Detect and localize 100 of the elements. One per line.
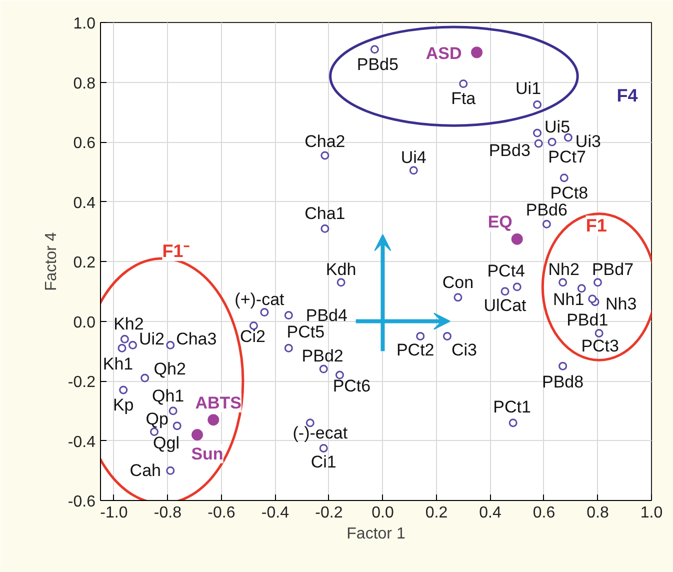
annotation: Nh2 <box>548 260 580 279</box>
annotation: ASD <box>426 44 462 63</box>
annotation: Ci2 <box>240 327 266 346</box>
point <box>593 278 602 287</box>
point <box>284 344 293 352</box>
y-axis-title: Factor 4 <box>42 232 60 291</box>
point <box>442 332 452 340</box>
annotation: PCt2 <box>396 340 434 360</box>
y-tick-label: 0.6 <box>73 135 96 152</box>
annotation: PCt3 <box>581 336 619 356</box>
y-tick-label: 1.0 <box>73 16 96 32</box>
annotation: Ci1 <box>310 452 336 472</box>
point <box>594 328 604 338</box>
point <box>336 278 346 287</box>
annotation: PCt8 <box>550 183 588 202</box>
annotation: Qp <box>146 409 168 428</box>
annotation: Qh1 <box>152 386 184 406</box>
annotation: PBd2 <box>302 346 344 366</box>
annotation: Qh2 <box>154 360 186 379</box>
point <box>284 311 293 320</box>
point <box>558 362 568 370</box>
annotation: PCt1 <box>493 397 531 416</box>
annotation: F1 <box>586 216 607 236</box>
annotation: Ci3 <box>451 340 477 360</box>
x-tick-label: 0.6 <box>532 504 556 522</box>
annotation: PCt5 <box>286 322 325 342</box>
point <box>120 334 129 344</box>
x-tick-label: -0.6 <box>208 504 236 522</box>
y-tick-label: 0.8 <box>73 75 96 92</box>
point <box>172 422 182 430</box>
x-tick-label: 0.2 <box>425 504 448 522</box>
annotation: Nh1 <box>553 290 584 309</box>
point <box>166 466 175 475</box>
annotation: Kdh <box>326 260 356 279</box>
point <box>168 406 178 416</box>
annotation: Fta <box>451 89 476 108</box>
point <box>320 224 330 233</box>
point <box>459 80 468 88</box>
y-tick-label: -0.4 <box>68 434 96 451</box>
x-tick-label: -0.2 <box>315 504 343 522</box>
point <box>118 344 126 352</box>
point <box>208 414 220 426</box>
point <box>512 282 522 292</box>
annotation: PBd6 <box>526 200 568 220</box>
point <box>192 429 204 441</box>
annotation: PBd8 <box>542 372 584 392</box>
annotation: Ui5 <box>544 118 570 137</box>
annotation: Cha3 <box>176 330 217 349</box>
point <box>534 139 543 148</box>
annotation: Cha2 <box>304 132 346 151</box>
point <box>319 364 328 374</box>
point <box>260 308 269 317</box>
point <box>335 370 344 380</box>
annotation: UlCat <box>484 296 527 315</box>
point <box>588 294 597 304</box>
x-axis-title: Factor 1 <box>346 526 406 542</box>
annotation: F1⁻ <box>162 241 190 262</box>
x-tick-label: 1.0 <box>640 504 663 522</box>
annotation: ABTS <box>195 393 242 412</box>
point <box>564 133 572 142</box>
annotation: Con <box>442 272 474 292</box>
y-tick-label: 0.0 <box>73 314 96 332</box>
point <box>119 386 128 394</box>
annotation: PCt6 <box>332 376 371 396</box>
point <box>508 418 518 428</box>
y-tick-label: 0.4 <box>73 194 96 212</box>
point <box>577 284 586 293</box>
annotation: EQ <box>488 212 512 232</box>
point <box>471 46 483 58</box>
annotation: (-)-ecat <box>292 423 348 442</box>
x-tick-label: 0.4 <box>479 504 502 522</box>
annotation: (+)-cat <box>234 290 285 309</box>
point <box>166 340 175 350</box>
point <box>548 138 556 146</box>
x-tick-label: 0.0 <box>372 504 394 522</box>
point <box>542 220 551 228</box>
x-tick-label: 0.8 <box>586 504 609 522</box>
point <box>320 151 330 160</box>
y-tick-label: -0.2 <box>68 374 96 391</box>
annotation: Ui1 <box>516 79 542 98</box>
point <box>319 444 328 452</box>
y-tick-label: -0.6 <box>68 494 96 510</box>
annotation: Kh1 <box>102 354 134 374</box>
annotation: Qgl <box>153 433 180 452</box>
point <box>511 233 523 245</box>
point <box>558 278 568 287</box>
point <box>533 128 542 138</box>
annotation: Kp <box>112 395 134 414</box>
point <box>454 293 462 302</box>
annotation: PCt4 <box>487 261 526 280</box>
annotation: Ui4 <box>400 148 426 167</box>
point <box>128 340 138 350</box>
annotation: F4 <box>616 86 638 106</box>
point <box>249 321 258 330</box>
x-tick-label: -0.4 <box>261 504 290 522</box>
annotation: PBd3 <box>488 140 530 160</box>
annotation: PBd7 <box>592 260 634 279</box>
x-tick-label: -1.0 <box>100 504 128 522</box>
annotation: Sun <box>191 444 224 464</box>
point <box>140 374 150 382</box>
